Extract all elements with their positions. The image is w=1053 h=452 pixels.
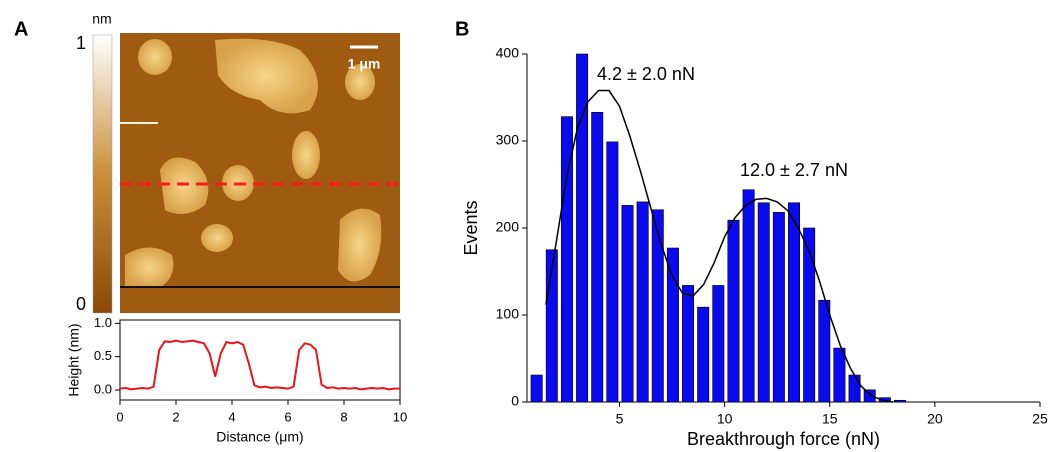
x-tick-label: 0 (116, 409, 123, 424)
annotation: 12.0 ± 2.7 nN (740, 160, 848, 180)
x-tick-label: 10 (717, 411, 733, 427)
bar (803, 227, 816, 403)
bar (621, 205, 634, 403)
line-series (119, 339, 400, 391)
bar (863, 389, 876, 403)
y-axis-label: Events (461, 200, 481, 255)
plot-frame (119, 319, 401, 401)
bar (772, 212, 785, 403)
scale-bar-label: 1 μm (348, 56, 381, 72)
bar (712, 285, 725, 403)
bar (530, 374, 543, 403)
bar (545, 249, 558, 403)
y-tick-label: 300 (496, 132, 520, 148)
bar (848, 374, 861, 403)
colorbar (92, 34, 113, 314)
colorbar-tick-label: 0 (76, 294, 86, 314)
annotation: 4.2 ± 2.0 nN (597, 64, 695, 84)
bar (697, 306, 710, 403)
x-axis-label: Distance (μm) (216, 429, 303, 445)
x-axis-label: Breakthrough force (nN) (687, 429, 880, 449)
bar (591, 111, 604, 403)
y-tick-label: 200 (496, 219, 520, 235)
panel-label: A (14, 18, 28, 40)
colorbar-tick-label: 1 (76, 33, 86, 53)
x-tick-label: 2 (172, 409, 179, 424)
x-tick-label: 5 (616, 411, 624, 427)
bar (606, 141, 619, 403)
bar (818, 299, 831, 403)
y-tick-label: 0.0 (94, 381, 112, 396)
x-tick-label: 10 (393, 409, 407, 424)
bar (833, 347, 846, 403)
y-tick-label: 0.5 (94, 348, 112, 363)
x-tick-label: 25 (1032, 411, 1048, 427)
panel-label: B (455, 18, 469, 40)
bar (576, 53, 589, 403)
bar (727, 219, 740, 403)
x-tick-label: 6 (284, 409, 291, 424)
bar (893, 399, 906, 403)
bar (682, 285, 695, 403)
y-tick-label: 100 (496, 306, 520, 322)
x-tick-label: 4 (228, 409, 235, 424)
y-tick-label: 1.0 (94, 315, 112, 330)
colorbar-label: nm (92, 11, 111, 27)
x-tick-label: 8 (340, 409, 347, 424)
bar (666, 247, 679, 403)
fit-curve (545, 89, 893, 403)
y-axis-label: Height (nm) (66, 323, 82, 396)
afm-image (120, 33, 400, 313)
bar (878, 397, 891, 403)
bar (742, 189, 755, 403)
bar (651, 209, 664, 403)
y-tick-label: 0 (511, 393, 519, 409)
y-tick-label: 400 (496, 45, 520, 61)
bar (757, 202, 770, 403)
x-tick-label: 20 (927, 411, 943, 427)
bar (636, 201, 649, 403)
bar (788, 202, 800, 403)
bar (560, 116, 573, 403)
x-tick-label: 15 (822, 411, 838, 427)
